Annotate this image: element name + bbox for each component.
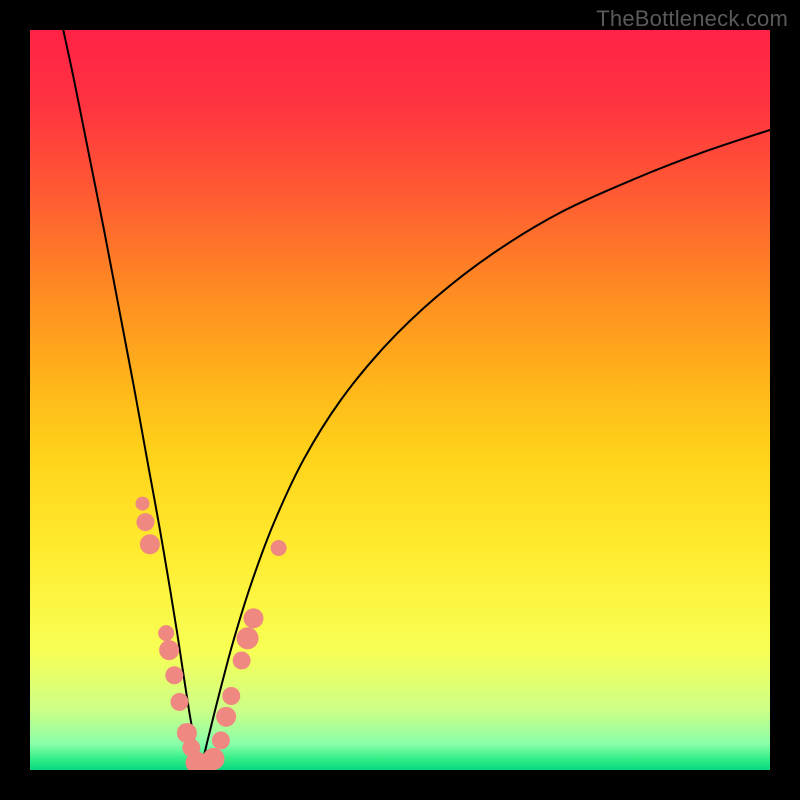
bead-marker xyxy=(271,540,287,556)
bead-marker xyxy=(136,513,154,531)
bead-marker xyxy=(222,687,240,705)
bead-marker xyxy=(243,608,263,628)
bead-marker xyxy=(233,651,251,669)
bead-marker xyxy=(140,534,160,554)
bead-marker xyxy=(216,707,236,727)
bead-marker xyxy=(165,666,183,684)
plot-area xyxy=(30,30,770,770)
plot-svg xyxy=(30,30,770,770)
bead-marker xyxy=(135,497,149,511)
bead-marker xyxy=(159,640,179,660)
gradient-background xyxy=(30,30,770,770)
chart-container: TheBottleneck.com xyxy=(0,0,800,800)
bead-marker xyxy=(158,625,174,641)
watermark-label: TheBottleneck.com xyxy=(596,6,788,32)
bead-marker xyxy=(212,731,230,749)
bead-marker xyxy=(237,627,259,649)
bead-marker xyxy=(203,748,225,770)
bead-marker xyxy=(170,693,188,711)
